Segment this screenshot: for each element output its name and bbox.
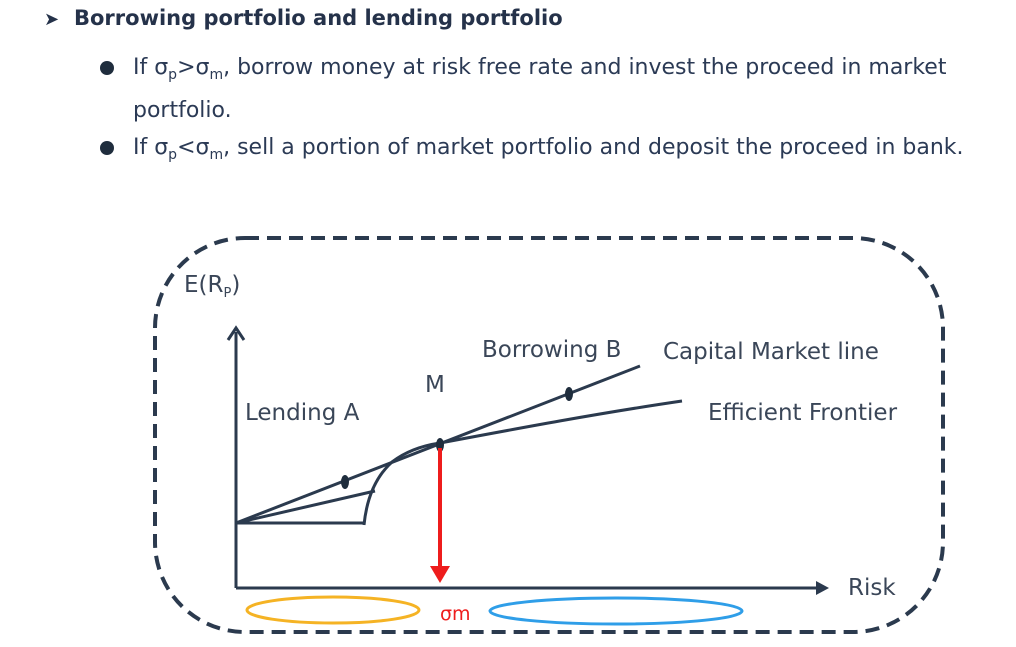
x-axis-label: Risk [848,575,896,601]
lending-label: Lending A [245,400,360,426]
bullet-text: If σp>σm, borrow money at risk free rate… [133,55,947,123]
bullet-dot-icon [100,141,114,155]
sigma-m-label: σm [440,603,471,625]
bullet-item-lending: If σp<σm, sell a portion of market portf… [100,130,1012,173]
y-axis-label: E(RP) [184,272,240,301]
dashed-frame [153,236,945,634]
arrow-bullet-icon: ➤ [44,9,60,30]
slide-heading: ➤ Borrowing portfolio and lending portfol… [44,6,563,30]
point-a-marker [341,475,349,489]
bullet-text: If σp<σm, sell a portion of market portf… [133,135,964,163]
x-axis-arrowhead-icon [816,581,829,595]
m-label: M [425,372,445,398]
frontier-label: Efficient Frontier [708,400,898,426]
sigma-m-arrowhead-icon [430,566,450,583]
point-b-marker [565,387,573,401]
heading-text: Borrowing portfolio and lending portfoli… [74,6,563,30]
bullet-dot-icon [100,61,114,75]
bullet-item-borrowing: If σp>σm, borrow money at risk free rate… [100,50,1000,129]
y-axis-arrowhead-icon [226,325,246,341]
borrowing-label: Borrowing B [482,337,621,363]
cml-label: Capital Market line [663,339,879,365]
borrowing-range-ellipse [488,596,744,626]
lower-portfolio-line [235,489,376,525]
efficient-frontier-curve [362,399,683,526]
lending-range-ellipse [245,595,421,625]
